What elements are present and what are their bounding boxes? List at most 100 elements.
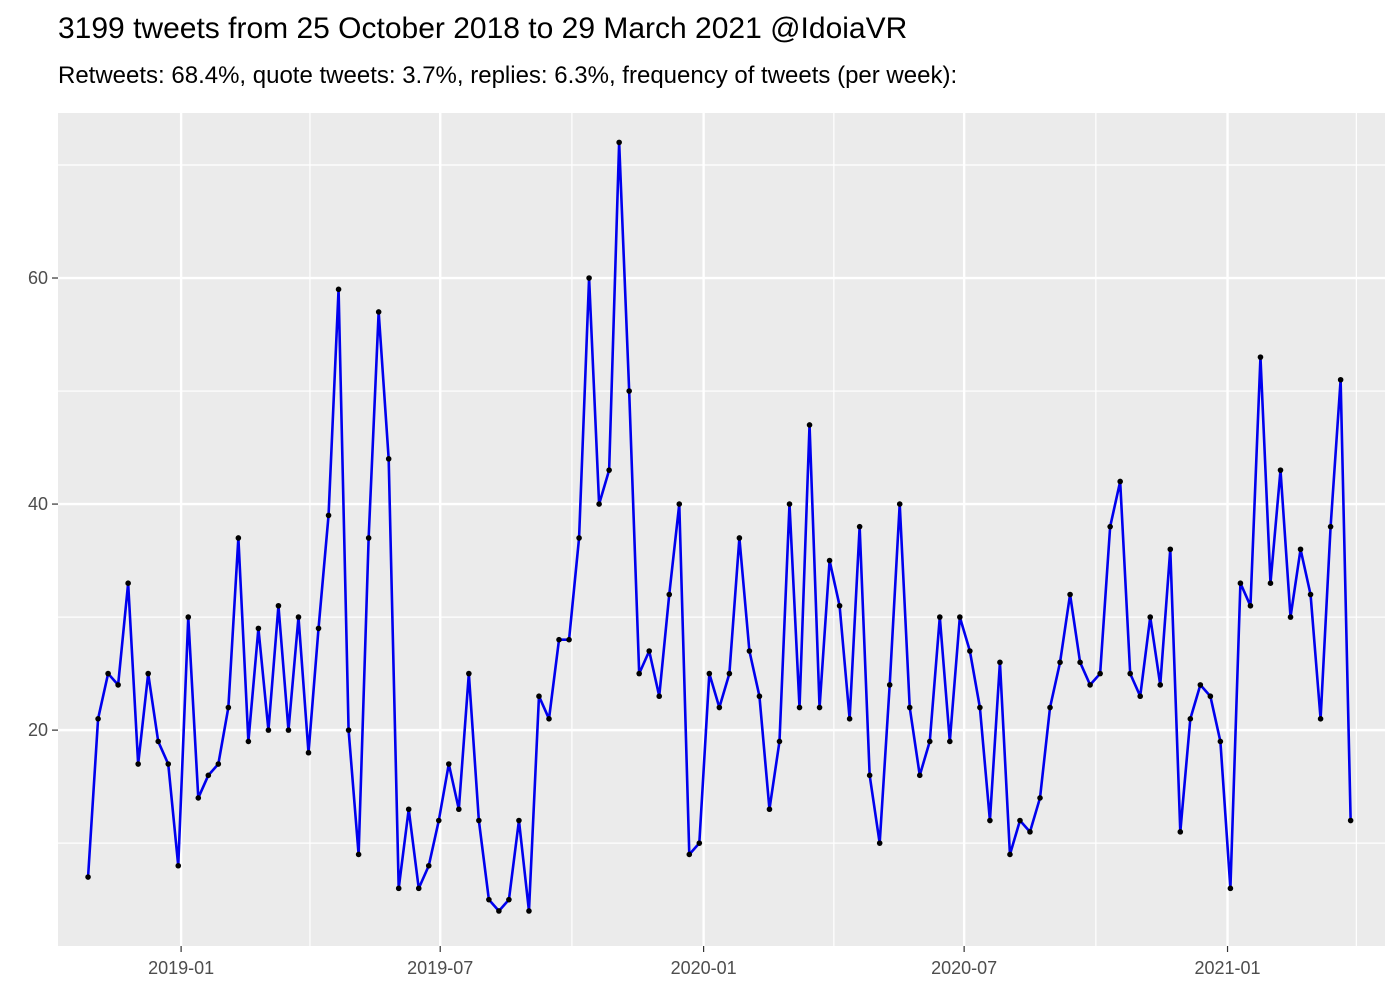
- data-point-21: [295, 614, 302, 620]
- data-point-26: [345, 727, 352, 733]
- data-point-27: [355, 851, 362, 858]
- data-point-50: [586, 275, 592, 281]
- data-point-122: [1307, 591, 1314, 598]
- data-point-17: [255, 625, 262, 632]
- data-point-75: [836, 602, 843, 609]
- x-tick-label-0: 2019-01: [148, 958, 214, 978]
- data-point-11: [195, 795, 202, 801]
- data-point-2: [105, 670, 111, 677]
- data-point-80: [886, 682, 893, 688]
- data-point-28: [365, 535, 372, 541]
- data-point-96: [1047, 704, 1053, 711]
- data-point-83: [916, 772, 923, 779]
- data-point-90: [987, 817, 993, 824]
- data-point-56: [646, 648, 653, 654]
- x-tick-label-2: 2020-01: [671, 958, 737, 978]
- data-point-69: [776, 738, 783, 745]
- data-point-104: [1127, 670, 1133, 677]
- data-point-49: [576, 535, 582, 541]
- data-point-36: [446, 761, 452, 767]
- data-point-110: [1187, 716, 1194, 722]
- data-point-97: [1057, 659, 1063, 666]
- data-point-35: [435, 817, 442, 824]
- data-point-98: [1067, 591, 1073, 598]
- data-point-78: [866, 772, 873, 779]
- data-point-123: [1317, 716, 1324, 722]
- data-point-20: [285, 727, 292, 733]
- data-point-30: [385, 456, 392, 462]
- data-point-51: [596, 501, 602, 507]
- data-point-55: [636, 670, 642, 677]
- y-tick-label-2: 60: [28, 268, 48, 288]
- data-point-60: [686, 851, 693, 858]
- chart-title: 3199 tweets from 25 October 2018 to 29 M…: [58, 12, 908, 45]
- data-point-108: [1167, 546, 1174, 553]
- data-point-25: [335, 286, 342, 293]
- data-point-52: [606, 467, 612, 473]
- data-point-95: [1037, 795, 1043, 801]
- data-point-116: [1247, 602, 1254, 609]
- data-point-13: [215, 761, 222, 767]
- data-point-113: [1217, 738, 1224, 745]
- y-tick-label-0: 20: [28, 720, 48, 740]
- data-point-44: [526, 908, 532, 914]
- data-point-76: [846, 716, 853, 722]
- data-point-4: [125, 580, 131, 586]
- data-point-33: [415, 885, 422, 892]
- data-point-7: [155, 738, 161, 745]
- data-point-100: [1087, 682, 1093, 688]
- data-point-19: [275, 602, 282, 609]
- data-point-40: [486, 896, 492, 903]
- data-point-112: [1207, 693, 1214, 700]
- data-point-87: [957, 614, 963, 620]
- data-point-14: [225, 704, 232, 711]
- data-point-39: [476, 817, 482, 824]
- major-gridlines: [58, 113, 1385, 946]
- data-point-41: [496, 908, 502, 914]
- x-tick-label-3: 2020-07: [931, 958, 997, 978]
- data-point-46: [546, 716, 552, 722]
- data-point-70: [786, 501, 793, 507]
- data-point-119: [1277, 467, 1284, 473]
- data-point-0: [85, 874, 91, 880]
- data-point-15: [235, 535, 242, 541]
- data-point-53: [616, 139, 622, 146]
- data-point-9: [175, 862, 182, 869]
- data-point-93: [1017, 817, 1023, 824]
- data-point-6: [145, 670, 151, 677]
- data-point-68: [766, 806, 773, 813]
- data-point-120: [1287, 614, 1294, 620]
- data-point-58: [666, 591, 673, 598]
- data-point-54: [626, 388, 632, 394]
- data-point-42: [506, 896, 512, 903]
- data-point-103: [1117, 478, 1123, 485]
- data-point-73: [816, 704, 823, 711]
- data-point-16: [245, 738, 252, 745]
- data-point-92: [1007, 851, 1013, 858]
- data-point-23: [315, 625, 322, 632]
- data-point-1: [95, 716, 101, 722]
- data-point-22: [305, 749, 312, 756]
- data-point-99: [1077, 659, 1083, 666]
- chart-subtitle: Retweets: 68.4%, quote tweets: 3.7%, rep…: [58, 62, 958, 89]
- data-point-29: [375, 309, 382, 315]
- data-point-101: [1097, 670, 1103, 677]
- data-point-67: [756, 693, 763, 700]
- data-point-63: [716, 704, 723, 711]
- data-point-102: [1107, 523, 1113, 530]
- data-point-62: [706, 670, 713, 677]
- data-point-3: [115, 682, 121, 688]
- data-point-74: [826, 557, 833, 564]
- data-point-89: [977, 704, 983, 711]
- data-points: [85, 139, 1354, 914]
- data-point-117: [1257, 354, 1264, 360]
- data-point-85: [937, 614, 943, 620]
- data-point-82: [906, 704, 913, 711]
- x-tick-label-1: 2019-07: [407, 958, 473, 978]
- data-point-125: [1337, 376, 1344, 383]
- data-point-79: [876, 840, 883, 846]
- data-point-105: [1137, 693, 1144, 700]
- data-point-18: [265, 727, 272, 733]
- data-point-77: [856, 523, 863, 530]
